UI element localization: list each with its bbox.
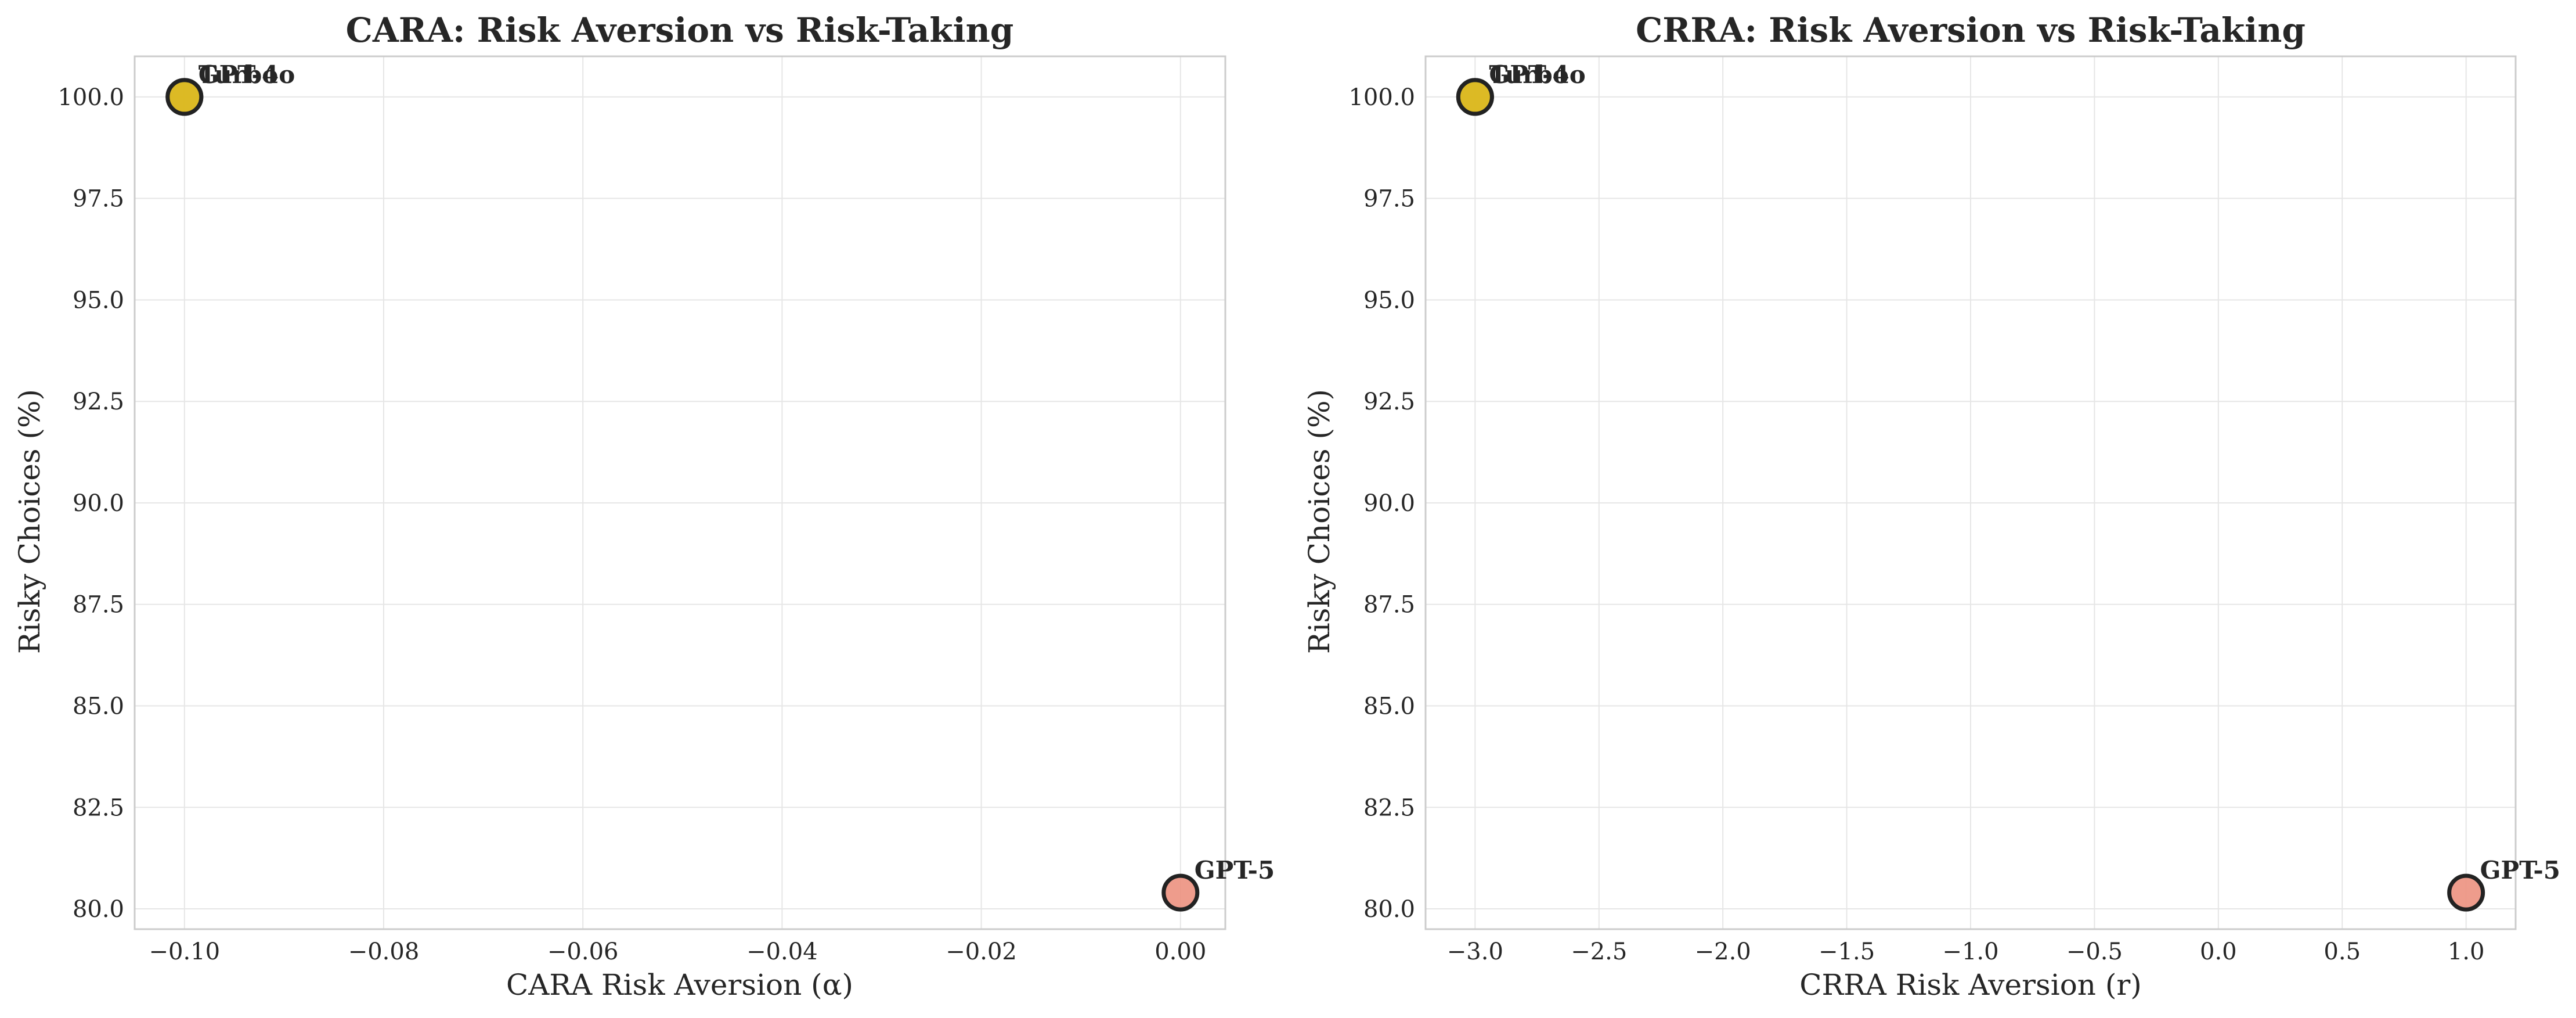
cara-x-tick-label: −0.04: [746, 938, 818, 965]
cara-x-axis-label: CARA Risk Aversion (α): [506, 968, 853, 1002]
cara-y-tick-label: 95.0: [73, 287, 124, 314]
cara-y-tick-label: 85.0: [73, 693, 124, 720]
crra-x-axis-label: CRRA Risk Aversion (r): [1799, 968, 2142, 1002]
crra-x-tick-label: −1.0: [1942, 938, 1998, 965]
crra-x-tick-label: −1.5: [1819, 938, 1875, 965]
crra-x-tick-label: 1.0: [2448, 938, 2485, 965]
cara-x-tick-label: −0.06: [547, 938, 619, 965]
crra-y-tick-label: 100.0: [1348, 84, 1415, 111]
crra-y-tick-label: 92.5: [1363, 389, 1415, 415]
crra-point-turbo: [1456, 78, 1494, 116]
crra-point-gpt-5: [2447, 873, 2485, 912]
cara-plot-frame: [134, 55, 1226, 930]
crra-x-tick-label: −3.0: [1447, 938, 1503, 965]
cara-y-tick-label: 80.0: [73, 896, 124, 923]
cara-plot-area: [135, 56, 1225, 929]
crra-y-axis-label: Risky Choices (%): [1303, 389, 1336, 654]
crra-y-tick-label: 87.5: [1363, 592, 1415, 618]
crra-x-tick-label: −2.0: [1695, 938, 1751, 965]
cara-y-tick-label: 90.0: [73, 490, 124, 517]
crra-x-tick-label: 0.5: [2324, 938, 2361, 965]
crra-plot-frame: [1424, 55, 2517, 930]
cara-chart-title: CARA: Risk Aversion vs Risk-Taking: [346, 10, 1014, 50]
crra-x-tick-label: 0.0: [2200, 938, 2237, 965]
crra-point-label: GPT-5: [2480, 856, 2560, 884]
crra-point-label: GPT-4o: [1489, 60, 1585, 89]
cara-point-turbo: [165, 78, 204, 116]
cara-y-tick-label: 82.5: [73, 794, 124, 821]
crra-y-tick-label: 95.0: [1363, 287, 1415, 314]
crra-y-tick-label: 90.0: [1363, 490, 1415, 517]
cara-y-tick-label: 92.5: [73, 389, 124, 415]
cara-x-tick-label: −0.08: [348, 938, 420, 965]
cara-y-tick-label: 100.0: [57, 84, 124, 111]
cara-panel: CARA: Risk Aversion vs Risk-Taking CARA …: [13, 10, 1275, 1002]
crra-x-tick-label: −0.5: [2066, 938, 2123, 965]
crra-y-tick-label: 97.5: [1363, 186, 1415, 213]
cara-point-label: GPT-5: [1195, 856, 1275, 884]
crra-y-tick-label: 85.0: [1363, 693, 1415, 720]
crra-y-tick-label: 82.5: [1363, 794, 1415, 821]
cara-x-tick-label: −0.10: [149, 938, 221, 965]
cara-x-tick-label: 0.00: [1154, 938, 1206, 965]
cara-y-axis-label: Risky Choices (%): [13, 389, 46, 654]
cara-point-label: Turbo: [199, 60, 278, 89]
cara-x-tick-label: −0.02: [946, 938, 1017, 965]
crra-chart-title: CRRA: Risk Aversion vs Risk-Taking: [1636, 10, 2306, 50]
cara-point-gpt-5: [1161, 873, 1200, 912]
cara-y-tick-label: 97.5: [73, 186, 124, 213]
crra-x-tick-label: −2.5: [1571, 938, 1627, 965]
crra-y-tick-label: 80.0: [1363, 896, 1415, 923]
crra-panel: CRRA: Risk Aversion vs Risk-Taking CRRA …: [1303, 10, 2560, 1002]
cara-y-tick-label: 87.5: [73, 592, 124, 618]
cara-point-label: GPT-4o: [199, 60, 295, 89]
crra-point-label: Turbo: [1489, 60, 1568, 89]
